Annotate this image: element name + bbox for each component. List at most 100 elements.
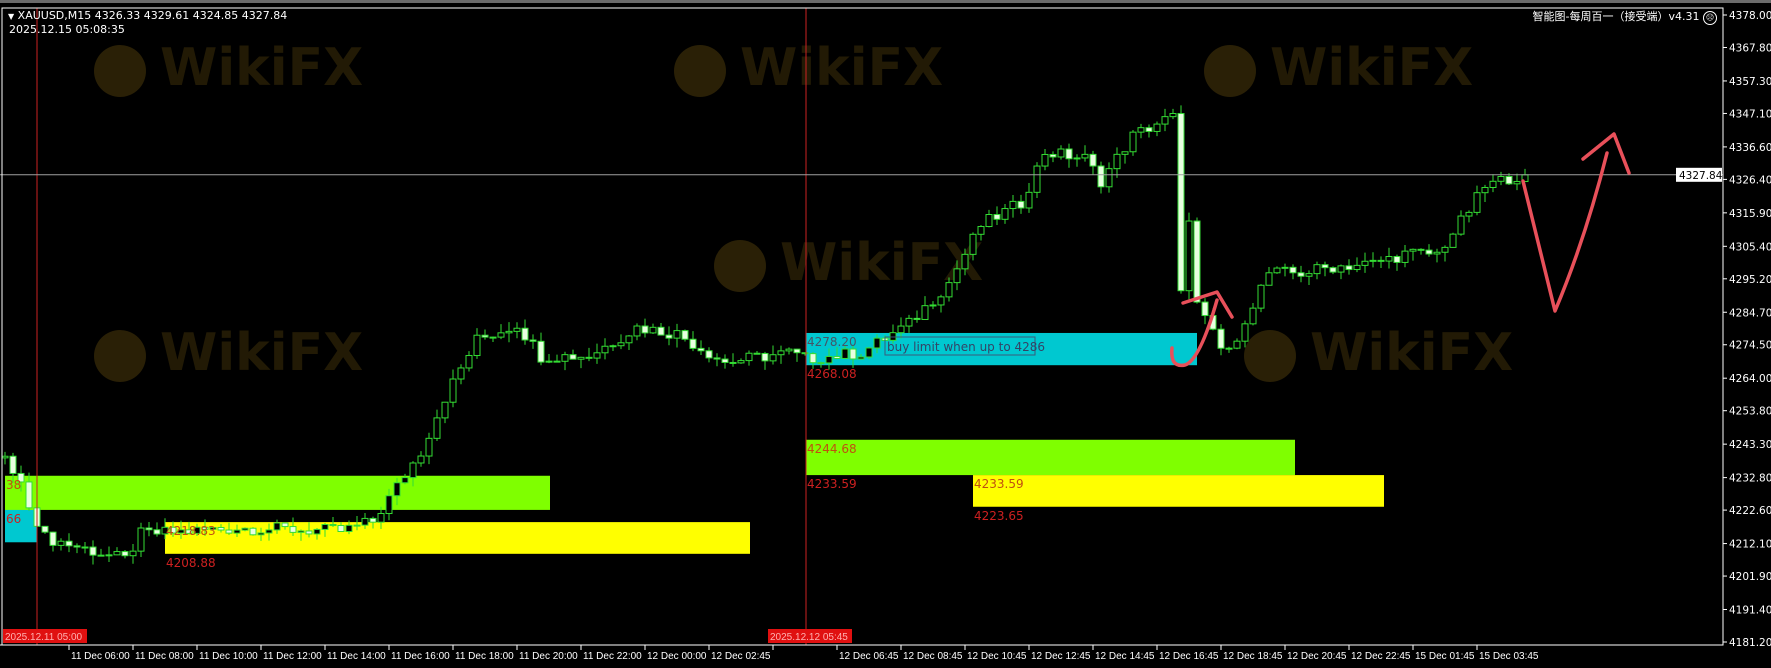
candle [417, 455, 425, 464]
candle [1033, 165, 1041, 193]
sad-face-icon[interactable]: ☹ [1703, 11, 1717, 25]
candle [321, 524, 329, 530]
candle [433, 417, 441, 439]
candle [985, 214, 993, 228]
candle [945, 282, 953, 298]
candle [873, 337, 881, 349]
candle [1201, 301, 1209, 317]
time-tick-label: 11 Dec 06:00 [71, 651, 130, 662]
price-tick-label: 4201.90 [1729, 571, 1771, 583]
candle [169, 526, 177, 534]
candle [1497, 175, 1505, 182]
candle [1073, 157, 1081, 160]
candle [817, 362, 825, 365]
zone-top-label: 4218.83 [166, 524, 216, 538]
price-tick-label: 4274.50 [1729, 340, 1771, 352]
candle [1129, 131, 1137, 153]
candle [1425, 249, 1433, 255]
price-tick-label: 4315.90 [1729, 208, 1771, 220]
price-tick-label: 4212.10 [1729, 539, 1771, 551]
candle [1273, 267, 1281, 274]
symbol-header[interactable]: ▼ XAUUSD,M15 4326.33 4329.61 4324.85 432… [8, 9, 287, 22]
price-tick-label: 4347.10 [1729, 108, 1771, 120]
candle [905, 317, 913, 327]
price-axis[interactable]: 4378.00 4367.80 4357.30 4347.10 4336.60 4326.… [1723, 10, 1771, 649]
candle [785, 348, 793, 352]
candle [697, 347, 705, 352]
price-tick-label: 4253.80 [1729, 406, 1771, 418]
candle [257, 532, 265, 536]
candle [809, 353, 817, 364]
candle [201, 526, 209, 530]
candle [841, 348, 849, 359]
time-tick-label: 12 Dec 22:45 [1351, 651, 1411, 662]
candle [801, 352, 809, 355]
candle [1481, 186, 1489, 194]
candle [1505, 175, 1513, 185]
time-tick-label: 12 Dec 06:45 [839, 651, 899, 662]
candle [1433, 251, 1441, 255]
watermark-logo [674, 45, 726, 97]
candle [545, 360, 553, 363]
candle [825, 355, 833, 364]
candle [1105, 168, 1113, 188]
zone-bottom-label: 4208.88 [166, 556, 216, 570]
candle [969, 233, 977, 255]
candle [1289, 266, 1297, 274]
zone-bottom-label: 4223.65 [974, 509, 1024, 523]
candle [497, 332, 505, 338]
price-tick-label: 4357.30 [1729, 76, 1771, 88]
candle [1017, 200, 1025, 209]
candle [1441, 246, 1449, 253]
candle [1161, 116, 1169, 125]
candle [593, 352, 601, 359]
candle [401, 477, 409, 484]
v-path-annotation [1521, 151, 1609, 313]
indicator-title: 智能图-每周百一（接受端）v4.31 [1532, 10, 1700, 23]
dropdown-triangle-icon[interactable]: ▼ [8, 12, 15, 21]
candle [665, 334, 673, 339]
candle [1249, 307, 1257, 325]
candle [961, 253, 969, 270]
candle [1449, 233, 1457, 248]
candle [601, 345, 609, 354]
symbol-quote: XAUUSD,M15 4326.33 4329.61 4324.85 4327.… [17, 9, 288, 22]
buy-limit-note: buy limit when up to 4286 [884, 336, 1045, 356]
price-tick-label: 4264.00 [1729, 373, 1771, 385]
watermark-text: WikiFX [160, 323, 363, 383]
candle [1041, 153, 1049, 167]
candle [513, 327, 521, 332]
candle [1113, 153, 1121, 170]
candle [217, 526, 225, 531]
time-tick-label: 11 Dec 10:00 [199, 651, 258, 662]
time-tick-label: 15 Dec 03:45 [1479, 651, 1539, 662]
candle [1329, 267, 1337, 273]
candle [361, 517, 369, 526]
candle [121, 551, 129, 557]
time-axis[interactable]: 11 Dec 06:00 11 Dec 08:00 11 Dec 10:00 11 D… [3, 629, 1539, 662]
zone-bottom-label: 66 [6, 512, 21, 526]
candle [97, 554, 105, 557]
zone-top-label: 38 [6, 478, 21, 492]
candle [105, 554, 113, 557]
zone-bottom-label: 4268.08 [807, 367, 857, 381]
candle [633, 325, 641, 337]
candle [953, 268, 961, 284]
candle [425, 437, 433, 457]
candle [1377, 259, 1385, 262]
candle [457, 367, 465, 380]
watermark-text: WikiFX [1310, 323, 1513, 383]
time-tick-label: 11 Dec 16:00 [391, 651, 450, 662]
candle [345, 524, 353, 533]
candle [1489, 180, 1497, 188]
candle [441, 401, 449, 419]
price-tick-label: 4326.40 [1729, 174, 1771, 186]
candle [57, 540, 65, 546]
candle [721, 358, 729, 363]
candle [921, 305, 929, 320]
candle [313, 528, 321, 535]
session-marker-bg [768, 629, 852, 643]
candle [625, 335, 633, 344]
candle [1057, 148, 1065, 158]
